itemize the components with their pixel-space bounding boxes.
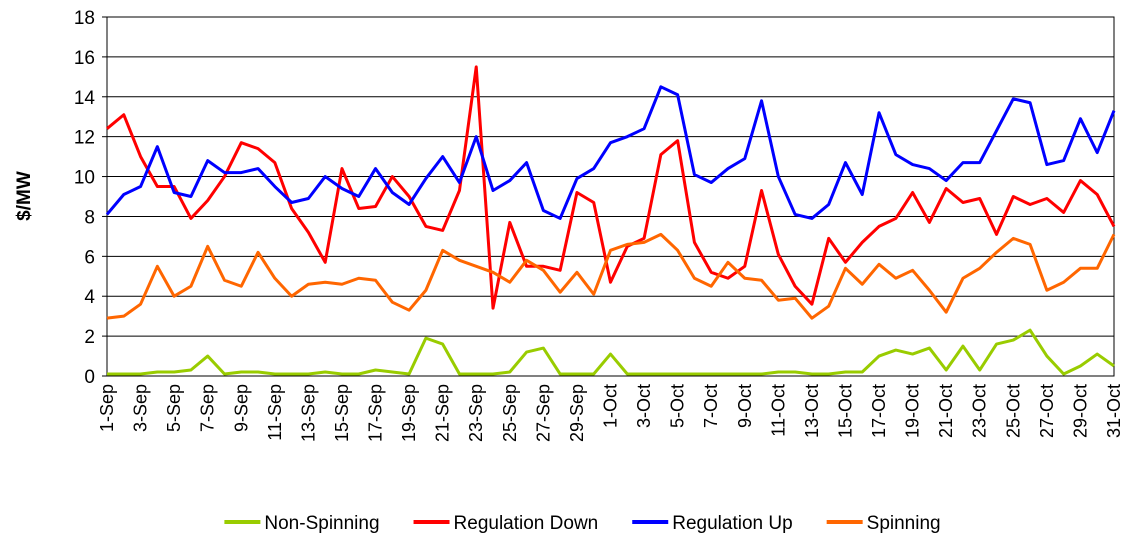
x-tick-label: 15-Oct: [835, 384, 855, 438]
x-tick-label: 7-Oct: [701, 384, 721, 428]
x-tick-label: 15-Sep: [332, 384, 352, 442]
y-tick-label: 12: [74, 128, 95, 149]
x-tick-label: 3-Oct: [634, 384, 654, 428]
x-tick-label: 1-Sep: [97, 384, 117, 432]
x-tick-label: 11-Sep: [265, 384, 285, 441]
x-tick-label: 23-Oct: [970, 384, 990, 438]
x-tick-label: 17-Oct: [869, 384, 889, 438]
x-tick-label: 29-Sep: [567, 384, 587, 442]
x-tick-label: 19-Oct: [903, 384, 923, 438]
x-tick-label: 27-Oct: [1037, 384, 1057, 438]
x-tick-label: 11-Oct: [768, 384, 788, 437]
y-tick-label: 16: [74, 48, 95, 69]
x-tick-label: 13-Sep: [298, 384, 318, 442]
x-tick-label: 1-Oct: [601, 384, 621, 428]
x-tick-label: 17-Sep: [366, 384, 386, 442]
y-tick-label: 18: [74, 8, 95, 29]
series-line: [106, 232, 1116, 320]
series-line: [106, 65, 1116, 310]
x-tick-label: 9-Sep: [231, 384, 251, 432]
x-tick-label: 29-Oct: [1070, 384, 1090, 438]
x-tick-label: 25-Oct: [1003, 384, 1023, 438]
x-tick-label: 13-Oct: [802, 384, 822, 438]
x-tick-label: 5-Sep: [164, 384, 184, 432]
x-tick-label: 7-Sep: [198, 384, 218, 432]
legend-label: Regulation Up: [672, 513, 792, 534]
x-tick-label: 21-Oct: [936, 384, 956, 438]
y-tick-label: 8: [84, 207, 95, 228]
x-tick-label: 27-Sep: [533, 384, 553, 442]
y-tick-label: 14: [74, 88, 96, 109]
y-tick-label: 6: [84, 247, 95, 268]
x-tick-label: 31-Oct: [1104, 384, 1124, 438]
legend-label: Regulation Down: [454, 513, 599, 534]
y-tick-label: 10: [74, 168, 95, 189]
y-tick-label: 2: [84, 327, 95, 348]
x-tick-label: 25-Sep: [500, 384, 520, 442]
legend-label: Spinning: [867, 513, 941, 534]
x-tick-label: 3-Sep: [131, 384, 151, 432]
series-line: [105, 85, 1116, 220]
x-tick-label: 19-Sep: [399, 384, 419, 442]
plot-border: [106, 16, 1115, 377]
x-tick-label: 5-Oct: [668, 384, 688, 428]
y-axis-label: $/MW: [14, 171, 35, 221]
legend-label: Non-Spinning: [264, 513, 379, 534]
series-line: [107, 328, 1115, 376]
y-tick-label: 0: [84, 367, 95, 388]
x-tick-label: 23-Sep: [466, 384, 486, 442]
x-tick-label: 21-Sep: [433, 384, 453, 442]
x-tick-label: 9-Oct: [735, 384, 755, 428]
y-tick-label: 4: [84, 287, 95, 308]
